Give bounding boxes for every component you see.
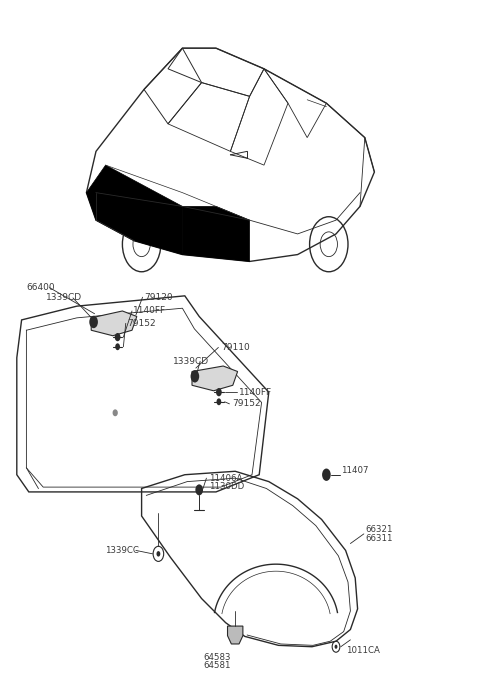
Text: 79152: 79152 (232, 399, 261, 409)
Polygon shape (228, 626, 243, 644)
Circle shape (216, 398, 221, 405)
Circle shape (113, 410, 117, 416)
Text: 1140FF: 1140FF (133, 306, 167, 316)
Text: 79120: 79120 (144, 292, 173, 302)
Circle shape (216, 388, 222, 396)
Circle shape (322, 469, 331, 481)
Text: 79110: 79110 (221, 343, 250, 352)
Polygon shape (86, 165, 182, 255)
Circle shape (115, 333, 120, 341)
Text: 66400: 66400 (26, 283, 55, 292)
Text: 1130DD: 1130DD (209, 482, 244, 491)
Circle shape (191, 370, 199, 383)
Circle shape (195, 484, 203, 495)
Circle shape (335, 645, 337, 649)
Polygon shape (91, 311, 137, 336)
Text: 64581: 64581 (203, 661, 231, 671)
Text: 66321: 66321 (366, 525, 393, 535)
Text: 1339CD: 1339CD (46, 293, 82, 303)
Circle shape (89, 316, 98, 328)
Text: 79152: 79152 (127, 319, 156, 328)
Polygon shape (192, 366, 238, 391)
Circle shape (115, 343, 120, 350)
Text: 1339CC: 1339CC (105, 546, 139, 555)
Text: 11406A: 11406A (209, 473, 242, 483)
Text: 1339CD: 1339CD (173, 356, 209, 366)
Polygon shape (182, 206, 250, 261)
Text: 64583: 64583 (203, 653, 231, 663)
Text: 1011CA: 1011CA (346, 645, 380, 655)
Circle shape (156, 551, 160, 557)
Text: 66311: 66311 (366, 533, 393, 543)
Text: 11407: 11407 (341, 466, 368, 475)
Text: 1140FF: 1140FF (239, 387, 272, 397)
